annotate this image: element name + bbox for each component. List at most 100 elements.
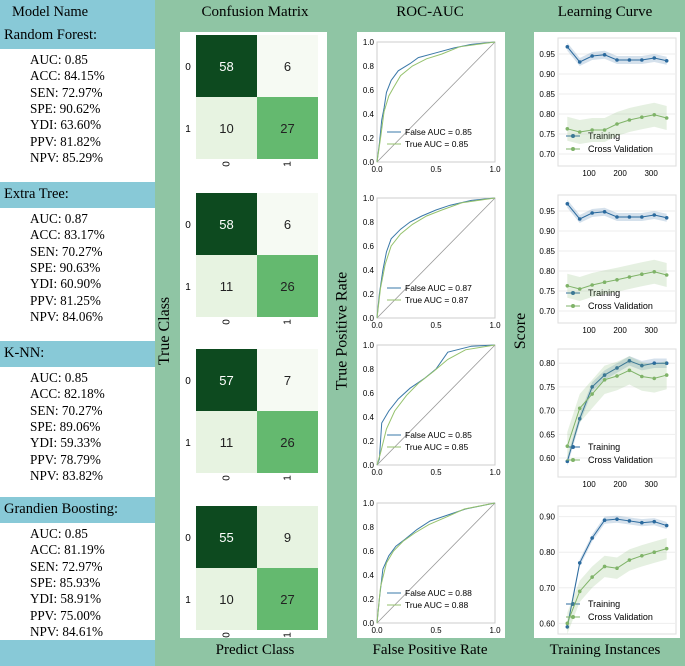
lc-ytick: 0.70 xyxy=(539,307,555,316)
lc-band xyxy=(567,356,667,467)
metric-line: SEN: 72.97% xyxy=(30,558,103,574)
cm-cell xyxy=(257,411,318,473)
lc-ytick: 0.75 xyxy=(539,287,555,296)
roc-curve-false xyxy=(376,41,496,163)
cm-col-label: 1 xyxy=(283,319,294,325)
metric-line: PPV: 75.00% xyxy=(30,607,101,623)
roc-ytick: 0.0 xyxy=(363,158,375,167)
lc-point xyxy=(615,278,619,282)
lc-point xyxy=(615,215,619,219)
lc-xtick: 100 xyxy=(582,480,596,489)
roc-curves: 0.0 0.2 0.4 0.6 0.8 1.0 0.0 0.5 1.0 False AUC = 0… xyxy=(363,38,501,635)
lc-frame xyxy=(557,348,677,478)
metric-line: PPV: 81.82% xyxy=(30,133,101,149)
lc-point xyxy=(602,53,607,57)
header-learning: Learning Curve xyxy=(557,4,653,20)
roc-legend-true: True AUC = 0.88 xyxy=(405,600,469,610)
footer-fpr: False Positive Rate xyxy=(372,642,488,658)
metric-line: SEN: 70.27% xyxy=(30,402,103,418)
roc-diagonal xyxy=(376,344,496,466)
cm-cell xyxy=(257,255,318,317)
cm-cell-value: 6 xyxy=(284,217,291,232)
roc-ytick: 0.6 xyxy=(363,547,375,556)
metric-line: YDI: 60.90% xyxy=(30,276,102,292)
cm-col-label: 0 xyxy=(222,632,233,638)
lc-point xyxy=(602,128,607,132)
cm-cell xyxy=(196,568,257,630)
lc-point xyxy=(640,374,644,379)
roc-legend-false: False AUC = 0.85 xyxy=(405,430,472,440)
lc-point xyxy=(640,58,644,62)
cm-cell-value: 10 xyxy=(219,121,233,136)
lc-point xyxy=(615,58,619,62)
metric-line: ACC: 81.19% xyxy=(30,542,105,558)
roc-ytick: 0.4 xyxy=(363,110,375,119)
cm-col-label: 0 xyxy=(222,161,233,167)
cm-cell xyxy=(196,97,257,159)
lc-legend-label: Cross Validation xyxy=(588,301,653,311)
lc-xtick: 200 xyxy=(613,637,627,638)
lc-point xyxy=(590,54,594,58)
roc-xtick: 0.5 xyxy=(430,321,442,330)
learning-panel: 0.70 0.75 0.80 0.85 0.90 0.95 100 200 300 Trainin… xyxy=(534,32,680,646)
cm-row-label: 0 xyxy=(185,220,191,231)
lc-point xyxy=(627,359,632,363)
lc-legend-label: Training xyxy=(588,599,620,609)
lc-point xyxy=(627,58,632,62)
lc-point xyxy=(565,127,570,131)
lc-point xyxy=(590,575,594,579)
cm-cell xyxy=(196,349,257,411)
roc-diagonal xyxy=(376,41,496,163)
roc-curve-false xyxy=(376,197,496,319)
lc-frame xyxy=(557,37,677,167)
lc-ytick: 0.60 xyxy=(539,454,555,463)
cm-cell xyxy=(196,411,257,473)
metric-line: NPV: 85.29% xyxy=(30,149,104,165)
cm-col-label: 1 xyxy=(283,161,294,167)
cm-cell xyxy=(257,35,318,97)
roc-xtick: 0.0 xyxy=(371,626,383,635)
header-confusion: Confusion Matrix xyxy=(201,4,309,20)
roc-ytick: 0.4 xyxy=(363,571,375,580)
header-model-name-text: Model Name xyxy=(12,4,89,20)
cm-cell xyxy=(257,193,318,255)
lc-band xyxy=(567,356,667,461)
roc-diagonal xyxy=(376,197,496,319)
lc-point xyxy=(577,287,582,291)
cm-row-label: 1 xyxy=(185,282,191,293)
lc-point xyxy=(590,211,594,215)
cm-cell-value: 6 xyxy=(284,59,291,74)
side-label-score: Score xyxy=(512,312,530,350)
model-name: Grandien Boosting: xyxy=(4,501,118,517)
roc-legend-false: False AUC = 0.87 xyxy=(405,283,472,293)
lc-point xyxy=(565,45,570,49)
learning-curves: 0.70 0.75 0.80 0.85 0.90 0.95 100 200 300 Trainin… xyxy=(539,37,677,646)
lc-ytick: 0.70 xyxy=(539,584,555,593)
lc-point xyxy=(627,558,632,562)
metric-line: SEN: 70.27% xyxy=(30,243,103,259)
side-label-true-class: True Class xyxy=(156,296,174,366)
lc-point xyxy=(652,213,657,217)
lc-point xyxy=(565,621,570,626)
roc-xtick: 0.5 xyxy=(430,165,442,174)
roc-ytick: 0.0 xyxy=(363,619,375,628)
lc-point xyxy=(615,122,619,126)
metric-line: SPE: 90.62% xyxy=(30,100,101,116)
lc-ytick: 0.60 xyxy=(539,619,555,628)
lc-ytick: 0.90 xyxy=(539,513,555,522)
roc-curve-false xyxy=(376,344,496,466)
lc-band xyxy=(567,538,667,634)
lc-point xyxy=(627,118,632,122)
lc-point xyxy=(577,60,582,64)
roc-xtick: 1.0 xyxy=(489,321,501,330)
lc-point xyxy=(602,518,607,523)
lc-point xyxy=(602,280,607,284)
header-model-name: Model Name xyxy=(0,0,155,23)
left-footer-band xyxy=(0,640,155,666)
lc-point xyxy=(577,130,582,134)
lc-ytick: 0.75 xyxy=(539,383,555,392)
lc-xtick: 200 xyxy=(613,169,627,178)
lc-point xyxy=(652,550,657,555)
roc-xtick: 0.0 xyxy=(371,468,383,477)
